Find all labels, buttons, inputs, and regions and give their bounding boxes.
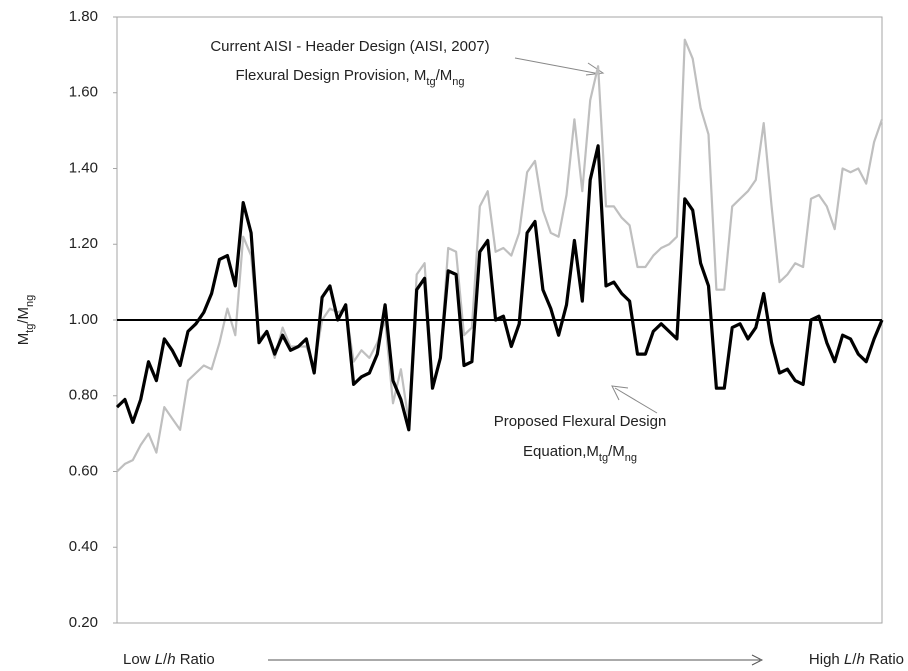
text-part: / bbox=[852, 651, 857, 668]
text-part: ng bbox=[24, 295, 36, 307]
annotation: Equation,Mtg/Mng bbox=[523, 443, 637, 464]
y-tick-label: 1.60 bbox=[69, 84, 98, 101]
y-tick-label: 1.20 bbox=[69, 235, 98, 252]
text-part: Proposed Flexural Design bbox=[494, 413, 667, 430]
annotation: Current AISI - Header Design (AISI, 2007… bbox=[210, 38, 489, 55]
series-line bbox=[116, 38, 884, 473]
x-arrow-head bbox=[751, 654, 764, 666]
y-tick-label: 1.00 bbox=[69, 311, 98, 328]
text-part: tg bbox=[426, 76, 435, 88]
annotation-arrow bbox=[614, 387, 658, 414]
annotation: Flexural Design Provision, Mtg/Mng bbox=[235, 67, 464, 88]
text-part: tg bbox=[24, 324, 36, 333]
series-line bbox=[115, 144, 884, 432]
text-part: ng bbox=[625, 452, 637, 464]
text-part: / bbox=[163, 651, 168, 668]
y-tick-label: 1.80 bbox=[69, 8, 98, 25]
text-part: M bbox=[15, 333, 32, 346]
x-label-right: High L/h Ratio bbox=[809, 651, 904, 668]
x-label-left: Low L/h Ratio bbox=[123, 651, 215, 668]
text-part: tg bbox=[599, 452, 608, 464]
text-part: Ratio bbox=[176, 651, 215, 668]
y-tick-label: 0.40 bbox=[69, 538, 98, 555]
text-part: High bbox=[809, 651, 844, 668]
text-part: h bbox=[167, 651, 175, 668]
annotation-arrow-head bbox=[611, 385, 629, 401]
text-part: /M bbox=[608, 443, 625, 460]
text-part: /M bbox=[15, 307, 32, 324]
y-axis-label: Mtg/Mng bbox=[15, 295, 36, 346]
y-tick-label: 1.40 bbox=[69, 159, 98, 176]
annotation-arrow bbox=[514, 57, 601, 75]
y-tick-label: 0.20 bbox=[69, 614, 98, 631]
annotation-arrow-head bbox=[585, 62, 605, 76]
text-part: ng bbox=[452, 76, 464, 88]
text-part: L bbox=[155, 651, 163, 668]
text-part: Low bbox=[123, 651, 155, 668]
text-part: L bbox=[844, 651, 852, 668]
y-tick-label: 0.60 bbox=[69, 462, 98, 479]
text-part: Current AISI - Header Design (AISI, 2007… bbox=[210, 38, 489, 55]
text-part: Equation,M bbox=[523, 443, 599, 460]
text-part: Flexural Design Provision, M bbox=[235, 67, 426, 84]
annotation: Proposed Flexural Design bbox=[494, 413, 667, 430]
y-tick-label: 0.80 bbox=[69, 387, 98, 404]
text-part: Ratio bbox=[865, 651, 904, 668]
text-part: /M bbox=[436, 67, 453, 84]
text-part: h bbox=[856, 651, 864, 668]
